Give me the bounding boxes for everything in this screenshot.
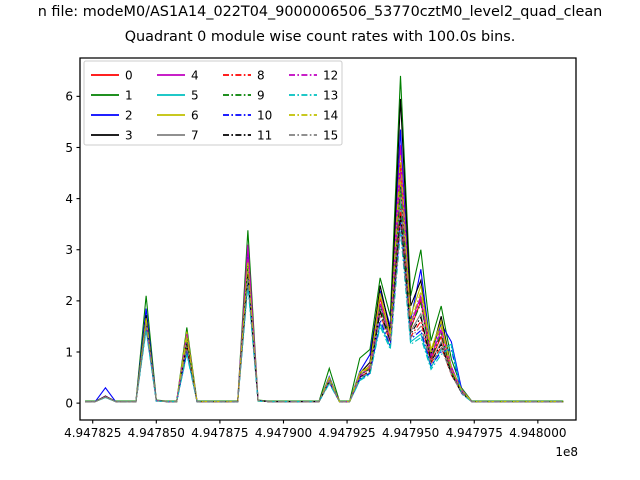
x-tick-label: 4.947975	[446, 426, 503, 440]
legend-label-5: 5	[191, 88, 199, 102]
series-line-2	[85, 129, 564, 403]
legend-label-6: 6	[191, 108, 199, 122]
series-line-7	[85, 193, 564, 403]
y-tick-label: 0	[65, 396, 73, 410]
series-line-15	[85, 226, 564, 403]
y-tick-label: 4	[65, 192, 73, 206]
legend-label-10: 10	[257, 108, 272, 122]
axes-spines	[79, 57, 577, 421]
legend-label-13: 13	[323, 88, 338, 102]
y-tick-label: 6	[65, 90, 73, 104]
x-tick-label: 4.947875	[191, 426, 248, 440]
y-tick-label: 1	[65, 345, 73, 359]
x-tick-label: 4.947950	[382, 426, 439, 440]
legend-label-12: 12	[323, 68, 338, 82]
legend-label-0: 0	[125, 68, 133, 82]
series-line-4	[85, 144, 564, 403]
x-tick-label: 4.948000	[509, 426, 566, 440]
x-axis-offset-text: 1e8	[555, 445, 578, 459]
axes-layer	[79, 57, 577, 421]
series-line-10	[85, 221, 564, 403]
series-line-9	[85, 185, 564, 403]
legend-label-11: 11	[257, 128, 272, 142]
y-tick-label: 5	[65, 141, 73, 155]
legend-label-14: 14	[323, 108, 338, 122]
legend-label-8: 8	[257, 68, 265, 82]
series-line-5	[85, 201, 564, 403]
legend-label-4: 4	[191, 68, 199, 82]
series-line-11	[85, 214, 564, 403]
legend-label-1: 1	[125, 88, 133, 102]
ticks-layer: 4.947825 4.947850 4.947875 4.947900 4.947925…	[64, 90, 578, 459]
series-line-12	[85, 170, 564, 403]
legend-label-2: 2	[125, 108, 133, 122]
legend-label-9: 9	[257, 88, 265, 102]
series-line-13	[85, 231, 564, 403]
x-tick-label: 4.947825	[64, 426, 121, 440]
x-tick-label: 4.947900	[255, 426, 312, 440]
legend-label-3: 3	[125, 128, 133, 142]
series-line-6	[85, 178, 564, 403]
x-tick-label: 4.947850	[128, 426, 185, 440]
x-tick-label: 4.947925	[318, 426, 375, 440]
legend-box	[83, 60, 343, 146]
y-tick-label: 3	[65, 243, 73, 257]
legend-label-15: 15	[323, 128, 338, 142]
legend-label-7: 7	[191, 128, 199, 142]
series-line-0	[85, 162, 564, 403]
axes-title: Quadrant 0 module wise count rates with …	[124, 29, 516, 45]
series-layer	[85, 75, 564, 403]
series-line-14	[85, 155, 564, 403]
y-tick-label: 2	[65, 294, 73, 308]
figure-suptitle: n file: modeM0/AS1A14_022T04_9000006506_…	[37, 4, 603, 20]
series-line-8	[85, 208, 564, 403]
